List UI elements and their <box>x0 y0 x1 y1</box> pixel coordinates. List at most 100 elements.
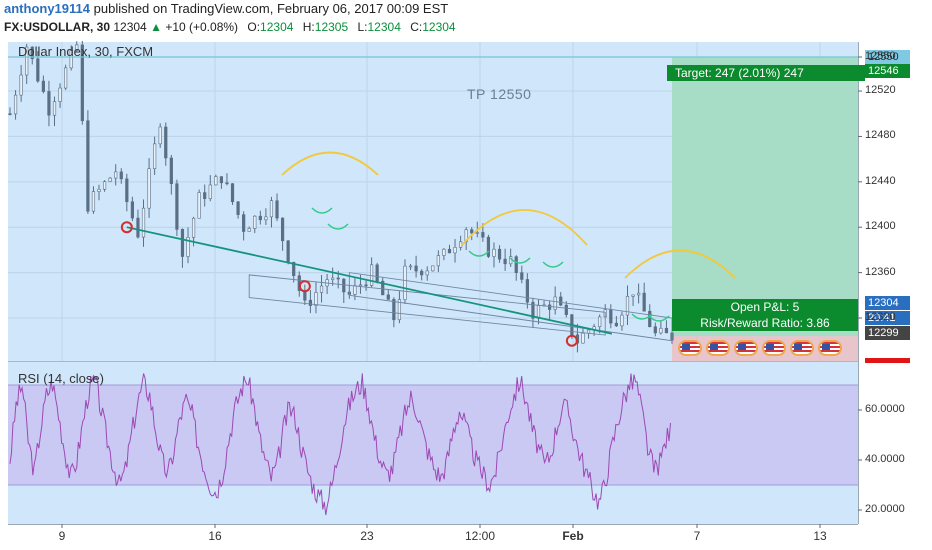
rsi-series <box>9 373 671 516</box>
candle-body <box>581 332 585 344</box>
candle-body <box>447 248 452 254</box>
candle-body <box>369 264 374 286</box>
candle-body <box>208 184 212 199</box>
candle-body <box>197 192 201 219</box>
candle-body <box>625 296 630 316</box>
publish-line: anthony19114 published on TradingView.co… <box>4 1 448 19</box>
candle-body <box>102 181 107 190</box>
support-curve <box>509 257 531 264</box>
candle-body <box>125 178 129 203</box>
candle-body <box>564 304 568 315</box>
candle-body <box>242 214 246 232</box>
candle-body <box>86 120 90 212</box>
us-flag-icon[interactable] <box>706 340 730 356</box>
shoulder-arc-left <box>281 151 379 176</box>
touch-circle <box>565 334 578 347</box>
candle-body <box>236 201 240 215</box>
candle-body <box>486 236 491 257</box>
support-curve <box>648 315 670 322</box>
candle-body <box>586 329 591 334</box>
candle-body <box>97 188 101 192</box>
candle-body <box>637 292 641 296</box>
y-tick-label: 12550 <box>865 50 896 62</box>
rsi-y-tick-label: 40.0000 <box>865 453 905 465</box>
candle-body <box>269 200 274 218</box>
tp-label: TP 12550 <box>467 86 532 102</box>
candle-body <box>47 91 51 116</box>
up-arrow-icon: ▲ <box>150 20 162 34</box>
target-label: Target: 247 (2.01%) 247 <box>675 66 804 80</box>
candle-body <box>175 183 179 230</box>
candle-body <box>470 229 474 234</box>
x-tick-label: 16 <box>208 529 222 543</box>
candle-body <box>169 157 173 185</box>
support-curve <box>327 223 349 230</box>
position-info-box: Open P&L: 5 Risk/Reward Ratio: 3.86 <box>672 299 858 331</box>
rsi-y-tick-label: 20.0000 <box>865 503 905 515</box>
candle-body <box>280 217 285 242</box>
x-tick-label: 12:00 <box>464 529 496 543</box>
candle-body <box>180 229 185 257</box>
candle-body <box>253 215 257 229</box>
support-curve <box>468 250 490 257</box>
change-value: +10 (+0.08%) <box>165 20 239 34</box>
candle-body <box>147 168 151 209</box>
candle-body <box>247 228 251 232</box>
economic-events[interactable] <box>678 340 842 360</box>
candle-body <box>659 327 663 334</box>
candle-body <box>364 284 368 287</box>
candle-body <box>386 294 390 300</box>
y-tick-label: 12480 <box>865 129 896 142</box>
candle-body <box>314 292 318 306</box>
candle-body <box>358 284 363 287</box>
y-tick-label: 12360 <box>865 265 896 278</box>
us-flag-icon[interactable] <box>734 340 758 356</box>
y-tick-label: 12320 <box>865 311 896 323</box>
us-flag-icon[interactable] <box>678 340 702 356</box>
x-tick-label: 23 <box>360 529 374 543</box>
candle-body <box>275 200 279 219</box>
low-label: L: <box>357 20 368 34</box>
candle-body <box>553 296 557 310</box>
candle-body <box>58 87 62 102</box>
last-price: 12304 <box>113 20 147 34</box>
candle-body <box>164 126 168 159</box>
touch-circle <box>120 221 133 234</box>
shoulder-arc-right <box>624 249 736 279</box>
symbol-label: FX:USDOLLAR, 30 <box>4 20 111 34</box>
candle-body <box>75 44 79 51</box>
candle-body <box>30 46 34 60</box>
candle-body <box>114 171 118 179</box>
author-link[interactable]: anthony19114 <box>4 1 90 16</box>
candle-body <box>225 182 229 185</box>
candle-body <box>136 217 140 238</box>
x-tick-label: 7 <box>693 529 701 543</box>
candle-body <box>609 309 613 324</box>
candle-body <box>442 248 446 256</box>
candle-body <box>331 277 335 280</box>
candle-body <box>258 215 262 221</box>
support-curve <box>311 207 333 214</box>
open-pnl: Open P&L: 5 <box>730 300 800 314</box>
candle-body <box>548 304 552 310</box>
target-zone-rect <box>672 57 858 337</box>
head-arc <box>461 209 588 246</box>
price-tag-top: 12550 <box>865 50 910 64</box>
candle-body <box>453 247 457 254</box>
us-flag-icon[interactable] <box>818 340 842 356</box>
candle-body <box>436 255 440 267</box>
candle-body <box>230 183 235 203</box>
candle-body <box>264 216 268 221</box>
us-flag-icon[interactable] <box>762 340 786 356</box>
candle-body <box>492 248 496 257</box>
candle-body <box>186 237 190 257</box>
candle-body <box>52 101 57 116</box>
candle-body <box>336 277 340 280</box>
us-flag-icon[interactable] <box>790 340 814 356</box>
rsi-pane[interactable] <box>8 362 858 524</box>
candle-body <box>119 171 123 180</box>
low-value: 12304 <box>367 20 401 34</box>
publish-info: published on TradingView.com, February 0… <box>93 1 449 16</box>
candle-body <box>19 74 23 96</box>
